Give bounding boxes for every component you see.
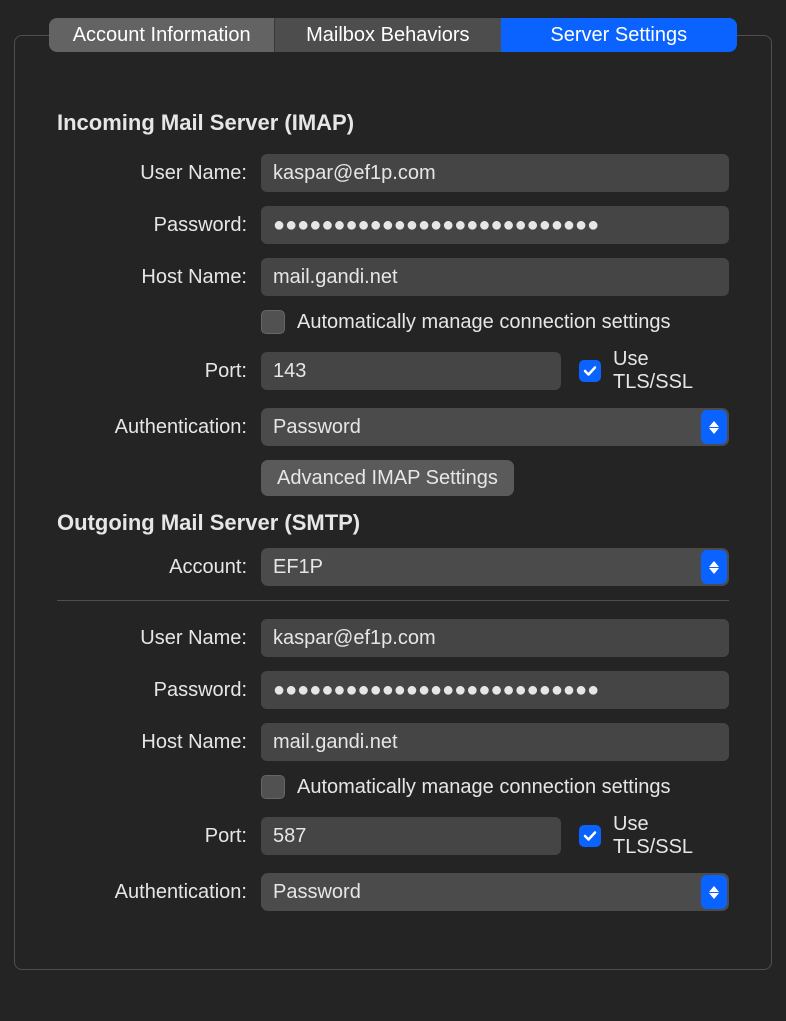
- outgoing-tls-checkbox[interactable]: Use TLS/SSL: [579, 813, 729, 859]
- select-arrows-icon: [701, 550, 727, 584]
- incoming-auth-select[interactable]: Password: [261, 408, 729, 446]
- incoming-auth-value: Password: [273, 416, 699, 439]
- select-arrows-icon: [701, 410, 727, 444]
- incoming-tls-label: Use TLS/SSL: [613, 348, 729, 394]
- incoming-port-label: Port:: [57, 360, 261, 383]
- select-arrows-icon: [701, 875, 727, 909]
- incoming-tls-checkbox[interactable]: Use TLS/SSL: [579, 348, 729, 394]
- incoming-auth-label: Authentication:: [57, 416, 261, 439]
- outgoing-auth-select[interactable]: Password: [261, 873, 729, 911]
- chevron-up-icon: [709, 421, 719, 427]
- outgoing-account-label: Account:: [57, 556, 261, 579]
- outgoing-hostname-label: Host Name:: [57, 731, 261, 754]
- tab-bar: Account Information Mailbox Behaviors Se…: [49, 18, 737, 52]
- checkmark-icon: [583, 364, 597, 378]
- outgoing-hostname-input[interactable]: [261, 723, 729, 761]
- chevron-down-icon: [709, 893, 719, 899]
- incoming-hostname-label: Host Name:: [57, 266, 261, 289]
- outgoing-auth-value: Password: [273, 881, 699, 904]
- outgoing-section-title: Outgoing Mail Server (SMTP): [57, 510, 729, 536]
- incoming-auto-manage-label: Automatically manage connection settings: [297, 311, 671, 334]
- tab-account-information[interactable]: Account Information: [49, 18, 274, 52]
- checkbox-checked-icon: [579, 825, 601, 847]
- incoming-hostname-input[interactable]: [261, 258, 729, 296]
- incoming-username-input[interactable]: [261, 154, 729, 192]
- tab-server-settings[interactable]: Server Settings: [501, 18, 737, 52]
- incoming-username-label: User Name:: [57, 162, 261, 185]
- checkbox-unchecked-icon: [261, 310, 285, 334]
- server-settings-window: Account Information Mailbox Behaviors Se…: [0, 0, 786, 1021]
- checkbox-checked-icon: [579, 360, 601, 382]
- settings-panel: Incoming Mail Server (IMAP) User Name: P…: [14, 35, 772, 970]
- incoming-auto-manage-checkbox[interactable]: Automatically manage connection settings: [261, 310, 671, 334]
- outgoing-account-select[interactable]: EF1P: [261, 548, 729, 586]
- outgoing-username-label: User Name:: [57, 627, 261, 650]
- outgoing-auto-manage-label: Automatically manage connection settings: [297, 776, 671, 799]
- outgoing-port-label: Port:: [57, 825, 261, 848]
- advanced-imap-settings-button[interactable]: Advanced IMAP Settings: [261, 460, 514, 496]
- chevron-down-icon: [709, 568, 719, 574]
- checkmark-icon: [583, 829, 597, 843]
- outgoing-username-input[interactable]: [261, 619, 729, 657]
- section-divider: [57, 600, 729, 601]
- outgoing-port-input[interactable]: [261, 817, 561, 855]
- outgoing-password-input[interactable]: [261, 671, 729, 709]
- tab-mailbox-behaviors[interactable]: Mailbox Behaviors: [275, 18, 500, 52]
- incoming-password-input[interactable]: [261, 206, 729, 244]
- outgoing-tls-label: Use TLS/SSL: [613, 813, 729, 859]
- incoming-password-label: Password:: [57, 214, 261, 237]
- incoming-port-input[interactable]: [261, 352, 561, 390]
- outgoing-password-label: Password:: [57, 679, 261, 702]
- chevron-down-icon: [709, 428, 719, 434]
- outgoing-account-value: EF1P: [273, 556, 699, 579]
- chevron-up-icon: [709, 561, 719, 567]
- incoming-section-title: Incoming Mail Server (IMAP): [57, 110, 729, 136]
- checkbox-unchecked-icon: [261, 775, 285, 799]
- chevron-up-icon: [709, 886, 719, 892]
- outgoing-auth-label: Authentication:: [57, 881, 261, 904]
- outgoing-auto-manage-checkbox[interactable]: Automatically manage connection settings: [261, 775, 671, 799]
